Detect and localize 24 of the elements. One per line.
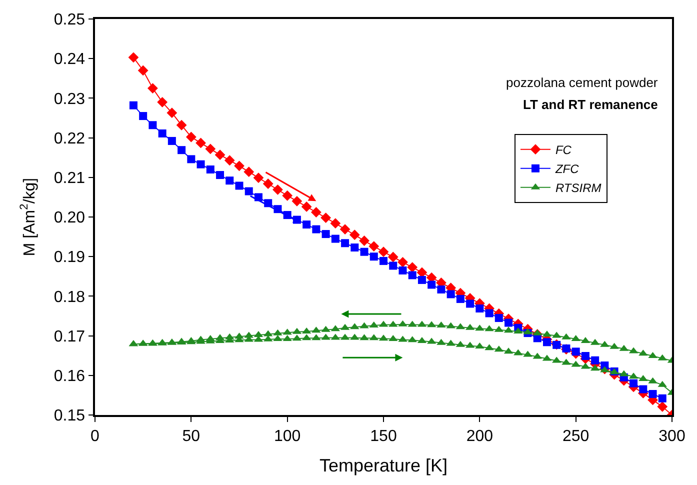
x-tick-label: 150	[370, 428, 397, 445]
y-tick-label: 0.23	[54, 90, 86, 108]
y-tick-label: 0.18	[54, 288, 86, 306]
y-tick-label: 0.16	[54, 368, 86, 385]
x-axis-title: Temperature [K]	[319, 456, 448, 476]
y-tick-label: 0.19	[54, 249, 86, 266]
x-tick-label: 50	[182, 428, 200, 445]
legend-label: FC	[555, 143, 572, 158]
x-tick-label: 0	[90, 428, 100, 445]
x-tick-label: 300	[658, 428, 686, 445]
y-tick-label: 0.25	[54, 12, 86, 29]
x-tick-label: 100	[274, 428, 301, 445]
x-tick-label: 250	[562, 428, 590, 445]
y-tick-label: 0.17	[54, 328, 86, 346]
y-tick-label: 0.21	[54, 170, 86, 187]
y-tick-label: 0.24	[54, 51, 86, 68]
y-tick-label: 0.20	[54, 210, 86, 227]
x-tick-label: 200	[466, 428, 494, 445]
legend-label: ZFC	[554, 162, 580, 176]
annotation: LT and RT remanence	[523, 97, 658, 112]
y-tick-label: 0.15	[54, 408, 86, 425]
annotation: pozzolana cement powder	[506, 75, 658, 90]
y-tick-label: 0.22	[54, 130, 86, 148]
legend-label: RTSIRM	[555, 181, 602, 196]
